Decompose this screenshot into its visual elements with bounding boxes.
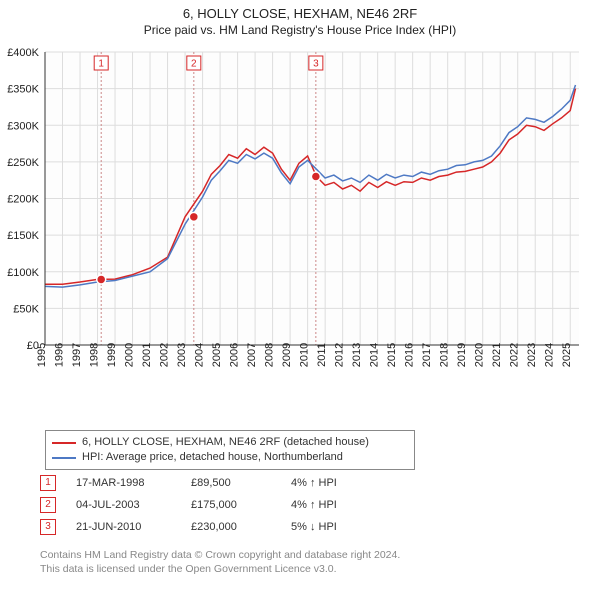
svg-text:2010: 2010 bbox=[299, 343, 311, 367]
svg-text:2022: 2022 bbox=[509, 343, 521, 367]
svg-text:£350K: £350K bbox=[7, 84, 39, 96]
svg-text:1997: 1997 bbox=[71, 343, 83, 367]
sale-badge: 2 bbox=[40, 497, 56, 513]
attribution-line2: This data is licensed under the Open Gov… bbox=[40, 562, 400, 576]
svg-text:£50K: £50K bbox=[13, 303, 39, 315]
svg-text:2017: 2017 bbox=[421, 343, 433, 367]
svg-text:2023: 2023 bbox=[526, 343, 538, 367]
sales-table: 1 17-MAR-1998 £89,500 4% ↑ HPI 2 04-JUL-2003 £… bbox=[40, 472, 560, 538]
chart-svg: 123£0£50K£100K£150K£200K£250K£300K£350K£… bbox=[45, 50, 585, 395]
svg-text:£300K: £300K bbox=[7, 120, 39, 132]
svg-text:2000: 2000 bbox=[124, 343, 136, 367]
titles: 6, HOLLY CLOSE, HEXHAM, NE46 2RF Price p… bbox=[0, 0, 600, 37]
sale-row: 1 17-MAR-1998 £89,500 4% ↑ HPI bbox=[40, 472, 560, 494]
sale-row: 3 21-JUN-2010 £230,000 5% ↓ HPI bbox=[40, 516, 560, 538]
svg-text:2014: 2014 bbox=[369, 343, 381, 367]
legend-item: 6, HOLLY CLOSE, HEXHAM, NE46 2RF (detach… bbox=[52, 435, 408, 450]
attribution-line1: Contains HM Land Registry data © Crown c… bbox=[40, 548, 400, 562]
svg-text:£200K: £200K bbox=[7, 194, 39, 206]
svg-text:2008: 2008 bbox=[264, 343, 276, 367]
svg-text:3: 3 bbox=[313, 59, 319, 70]
sale-badge: 3 bbox=[40, 519, 56, 535]
legend-item: HPI: Average price, detached house, Nort… bbox=[52, 450, 408, 465]
svg-text:2: 2 bbox=[191, 59, 197, 70]
svg-text:2011: 2011 bbox=[316, 343, 328, 367]
sale-date: 04-JUL-2003 bbox=[76, 499, 171, 511]
legend-box: 6, HOLLY CLOSE, HEXHAM, NE46 2RF (detach… bbox=[45, 430, 415, 470]
legend-label: HPI: Average price, detached house, Nort… bbox=[82, 450, 343, 465]
sale-price: £89,500 bbox=[191, 477, 271, 489]
svg-text:2012: 2012 bbox=[334, 343, 346, 367]
svg-text:2003: 2003 bbox=[176, 343, 188, 367]
svg-text:2007: 2007 bbox=[246, 343, 258, 367]
svg-text:1: 1 bbox=[98, 59, 104, 70]
svg-text:2004: 2004 bbox=[194, 343, 206, 367]
svg-text:2016: 2016 bbox=[404, 343, 416, 367]
svg-text:2013: 2013 bbox=[351, 343, 363, 367]
sale-date: 17-MAR-1998 bbox=[76, 477, 171, 489]
subtitle: Price paid vs. HM Land Registry's House … bbox=[0, 23, 600, 37]
svg-text:2025: 2025 bbox=[561, 343, 573, 367]
sale-hpi: 4% ↑ HPI bbox=[291, 499, 381, 511]
legend-swatch bbox=[52, 442, 76, 444]
svg-text:2009: 2009 bbox=[281, 343, 293, 367]
svg-text:£150K: £150K bbox=[7, 230, 39, 242]
chart-area: 123£0£50K£100K£150K£200K£250K£300K£350K£… bbox=[45, 50, 585, 395]
svg-text:£250K: £250K bbox=[7, 157, 39, 169]
legend-label: 6, HOLLY CLOSE, HEXHAM, NE46 2RF (detach… bbox=[82, 435, 369, 450]
svg-text:2018: 2018 bbox=[439, 343, 451, 367]
svg-text:1995: 1995 bbox=[36, 343, 48, 367]
sale-date: 21-JUN-2010 bbox=[76, 521, 171, 533]
address-title: 6, HOLLY CLOSE, HEXHAM, NE46 2RF bbox=[0, 6, 600, 21]
sale-hpi: 5% ↓ HPI bbox=[291, 521, 381, 533]
sale-price: £175,000 bbox=[191, 499, 271, 511]
attribution: Contains HM Land Registry data © Crown c… bbox=[40, 548, 400, 576]
sale-row: 2 04-JUL-2003 £175,000 4% ↑ HPI bbox=[40, 494, 560, 516]
svg-text:1996: 1996 bbox=[54, 343, 66, 367]
svg-text:2020: 2020 bbox=[474, 343, 486, 367]
svg-text:2002: 2002 bbox=[159, 343, 171, 367]
svg-text:2019: 2019 bbox=[456, 343, 468, 367]
svg-text:2006: 2006 bbox=[229, 343, 241, 367]
sale-hpi: 4% ↑ HPI bbox=[291, 477, 381, 489]
svg-text:£100K: £100K bbox=[7, 267, 39, 279]
svg-text:2021: 2021 bbox=[491, 343, 503, 367]
svg-text:1998: 1998 bbox=[89, 343, 101, 367]
chart-card: 6, HOLLY CLOSE, HEXHAM, NE46 2RF Price p… bbox=[0, 0, 600, 590]
svg-text:2024: 2024 bbox=[544, 343, 556, 367]
svg-text:2001: 2001 bbox=[141, 343, 153, 367]
legend-swatch bbox=[52, 457, 76, 459]
sale-badge: 1 bbox=[40, 475, 56, 491]
svg-text:£400K: £400K bbox=[7, 47, 39, 59]
svg-text:2015: 2015 bbox=[386, 343, 398, 367]
sale-price: £230,000 bbox=[191, 521, 271, 533]
svg-text:1999: 1999 bbox=[106, 343, 118, 367]
svg-text:2005: 2005 bbox=[211, 343, 223, 367]
